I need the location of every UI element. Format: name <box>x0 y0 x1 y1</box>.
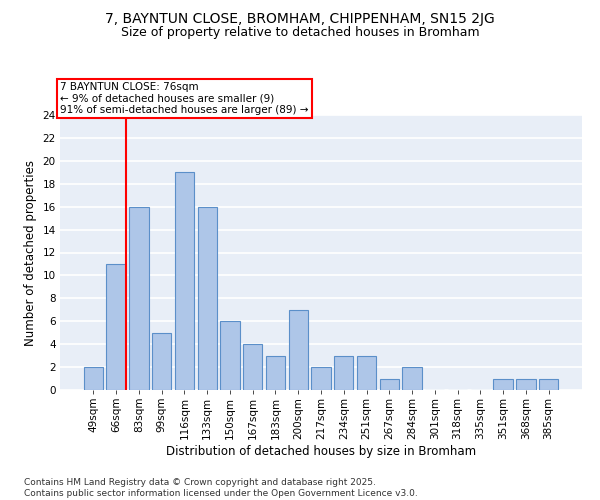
Bar <box>311 367 331 390</box>
Bar <box>266 356 285 390</box>
Bar <box>334 356 353 390</box>
Bar <box>357 356 376 390</box>
X-axis label: Distribution of detached houses by size in Bromham: Distribution of detached houses by size … <box>166 444 476 458</box>
Bar <box>175 172 194 390</box>
Bar <box>129 206 149 390</box>
Bar <box>516 378 536 390</box>
Bar <box>403 367 422 390</box>
Y-axis label: Number of detached properties: Number of detached properties <box>24 160 37 346</box>
Text: Size of property relative to detached houses in Bromham: Size of property relative to detached ho… <box>121 26 479 39</box>
Text: Contains HM Land Registry data © Crown copyright and database right 2025.
Contai: Contains HM Land Registry data © Crown c… <box>24 478 418 498</box>
Bar <box>197 206 217 390</box>
Bar <box>220 322 239 390</box>
Bar <box>539 378 558 390</box>
Bar <box>243 344 262 390</box>
Text: 7 BAYNTUN CLOSE: 76sqm
← 9% of detached houses are smaller (9)
91% of semi-detac: 7 BAYNTUN CLOSE: 76sqm ← 9% of detached … <box>60 82 308 115</box>
Bar <box>289 310 308 390</box>
Bar <box>493 378 513 390</box>
Bar <box>152 332 172 390</box>
Bar <box>106 264 126 390</box>
Bar <box>84 367 103 390</box>
Bar <box>380 378 399 390</box>
Text: 7, BAYNTUN CLOSE, BROMHAM, CHIPPENHAM, SN15 2JG: 7, BAYNTUN CLOSE, BROMHAM, CHIPPENHAM, S… <box>105 12 495 26</box>
